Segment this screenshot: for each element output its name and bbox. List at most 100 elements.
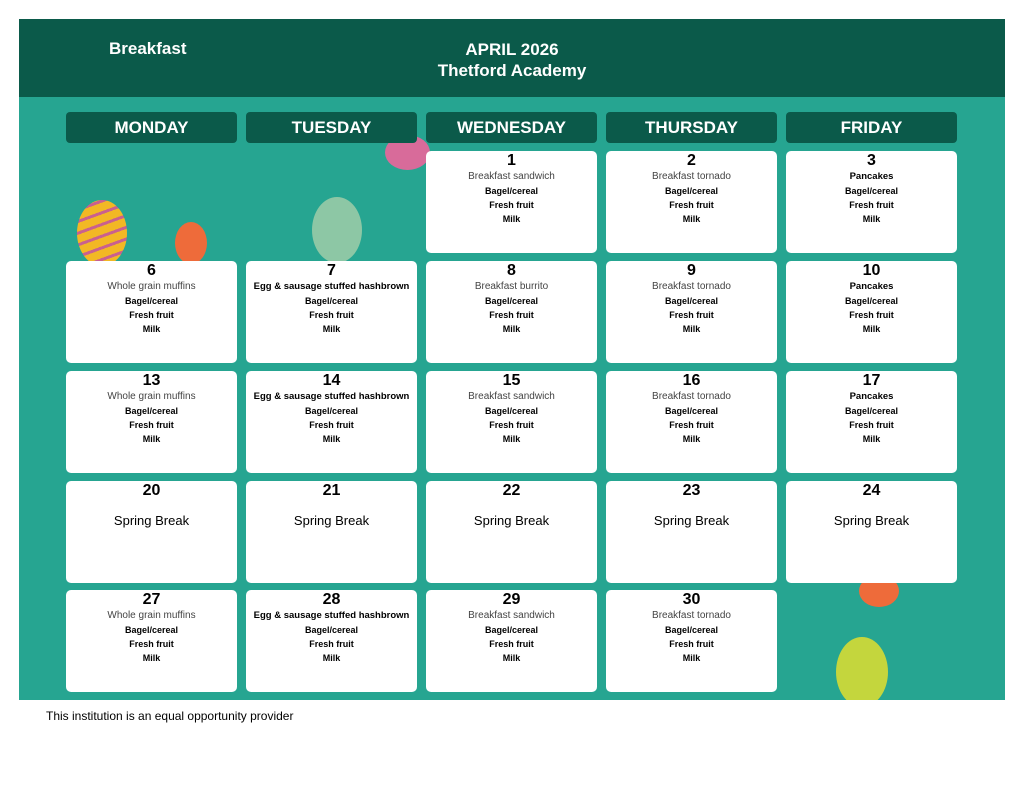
menu-item: Bagel/cereal <box>124 296 179 306</box>
day-header-friday: FRIDAY <box>786 112 957 143</box>
main-entree: Egg & sausage stuffed hashbrown <box>253 281 410 292</box>
date-number: 6 <box>147 262 156 279</box>
day-cell: 1 Breakfast sandwich Bagel/cereal Fresh fru… <box>426 151 597 253</box>
menu-item: Bagel/cereal <box>484 296 539 306</box>
menu-item: Fresh fruit <box>489 639 534 649</box>
day-note: Spring Break <box>113 513 190 528</box>
menu-item: Bagel/cereal <box>304 406 359 416</box>
date-number: 24 <box>862 482 881 499</box>
menu-item: Milk <box>502 214 521 224</box>
menu-item: Milk <box>682 324 701 334</box>
menu-item: Fresh fruit <box>849 310 894 320</box>
date-number: 7 <box>327 262 336 279</box>
day-cell: 28 Egg & sausage stuffed hashbrown Bagel/c… <box>246 590 417 692</box>
date-number: 30 <box>682 591 701 608</box>
date-number: 28 <box>322 591 341 608</box>
menu-item: Bagel/cereal <box>664 186 719 196</box>
day-header-thursday: THURSDAY <box>606 112 777 143</box>
date-number: 17 <box>862 372 881 389</box>
menu-item: Fresh fruit <box>849 420 894 430</box>
easter-egg-icon <box>77 200 127 266</box>
date-number: 20 <box>142 482 161 499</box>
menu-item: Bagel/cereal <box>484 186 539 196</box>
menu-item: Milk <box>862 214 881 224</box>
date-number: 21 <box>322 482 341 499</box>
main-entree: Whole grain muffins <box>107 281 196 292</box>
footer-note: This institution is an equal opportunity… <box>46 709 294 723</box>
main-entree: Breakfast tornado <box>652 391 731 402</box>
menu-item: Milk <box>682 434 701 444</box>
day-cell: 7 Egg & sausage stuffed hashbrown Bagel/ce… <box>246 261 417 363</box>
day-cell: 20 Spring Break <box>66 481 237 583</box>
menu-item: Fresh fruit <box>849 200 894 210</box>
menu-item: Fresh fruit <box>129 639 174 649</box>
easter-egg-icon <box>175 222 207 264</box>
main-entree: Egg & sausage stuffed hashbrown <box>253 391 410 402</box>
main-entree: Pancakes <box>849 171 894 182</box>
date-number: 8 <box>507 262 516 279</box>
meal-label: Breakfast <box>109 39 187 58</box>
day-cell: 23 Spring Break <box>606 481 777 583</box>
menu-item: Milk <box>142 434 161 444</box>
day-cell: 24 Spring Break <box>786 481 957 583</box>
day-cell: 17 Pancakes Bagel/cereal Fresh fruit Milk <box>786 371 957 473</box>
menu-item: Milk <box>142 653 161 663</box>
day-header-tuesday: TUESDAY <box>246 112 417 143</box>
menu-item: Bagel/cereal <box>664 625 719 635</box>
main-entree: Pancakes <box>849 391 894 402</box>
date-number: 22 <box>502 482 521 499</box>
date-number: 3 <box>867 152 876 169</box>
day-header-wednesday: WEDNESDAY <box>426 112 597 143</box>
easter-egg-icon <box>836 637 888 700</box>
day-cell: 14 Egg & sausage stuffed hashbrown Bagel/c… <box>246 371 417 473</box>
menu-item: Fresh fruit <box>489 200 534 210</box>
day-cell: 16 Breakfast tornado Bagel/cereal Fresh fru… <box>606 371 777 473</box>
menu-item: Fresh fruit <box>669 200 714 210</box>
menu-item: Fresh fruit <box>669 310 714 320</box>
menu-item: Bagel/cereal <box>124 406 179 416</box>
menu-item: Milk <box>322 434 341 444</box>
main-entree: Breakfast burrito <box>474 281 549 292</box>
menu-item: Bagel/cereal <box>664 296 719 306</box>
menu-item: Bagel/cereal <box>124 625 179 635</box>
menu-item: Bagel/cereal <box>304 625 359 635</box>
page-title: APRIL 2026 Thetford Academy <box>19 39 1005 81</box>
day-cell: 9 Breakfast tornado Bagel/cereal Fresh frui… <box>606 261 777 363</box>
main-entree: Breakfast tornado <box>652 281 731 292</box>
day-cell: 29 Breakfast sandwich Bagel/cereal Fresh fr… <box>426 590 597 692</box>
menu-item: Milk <box>322 653 341 663</box>
main-entree: Pancakes <box>849 281 894 292</box>
date-number: 27 <box>142 591 161 608</box>
date-number: 9 <box>687 262 696 279</box>
day-note: Spring Break <box>473 513 550 528</box>
day-cell: 2 Breakfast tornado Bagel/cereal Fresh frui… <box>606 151 777 253</box>
menu-item: Fresh fruit <box>489 310 534 320</box>
menu-item: Fresh fruit <box>489 420 534 430</box>
menu-item: Fresh fruit <box>309 310 354 320</box>
date-number: 16 <box>682 372 701 389</box>
day-cell: 22 Spring Break <box>426 481 597 583</box>
menu-item: Fresh fruit <box>309 639 354 649</box>
month-title: APRIL 2026 <box>465 40 559 59</box>
main-entree: Breakfast tornado <box>652 171 731 182</box>
menu-item: Fresh fruit <box>129 420 174 430</box>
easter-egg-icon <box>312 197 362 263</box>
day-note: Spring Break <box>833 513 910 528</box>
day-cell: 8 Breakfast burrito Bagel/cereal Fresh frui… <box>426 261 597 363</box>
main-entree: Breakfast sandwich <box>468 391 555 402</box>
main-entree: Breakfast sandwich <box>468 171 555 182</box>
menu-item: Fresh fruit <box>669 639 714 649</box>
date-number: 10 <box>862 262 881 279</box>
menu-item: Bagel/cereal <box>304 296 359 306</box>
menu-item: Milk <box>502 653 521 663</box>
date-number: 14 <box>322 372 341 389</box>
main-entree: Whole grain muffins <box>107 610 196 621</box>
day-cell: 3 Pancakes Bagel/cereal Fresh fruit Milk <box>786 151 957 253</box>
menu-item: Milk <box>502 434 521 444</box>
day-cell: 27 Whole grain muffins Bagel/cereal Fresh f… <box>66 590 237 692</box>
date-number: 2 <box>687 152 696 169</box>
menu-item: Milk <box>502 324 521 334</box>
menu-item: Fresh fruit <box>129 310 174 320</box>
menu-item: Bagel/cereal <box>484 406 539 416</box>
date-number: 13 <box>142 372 161 389</box>
